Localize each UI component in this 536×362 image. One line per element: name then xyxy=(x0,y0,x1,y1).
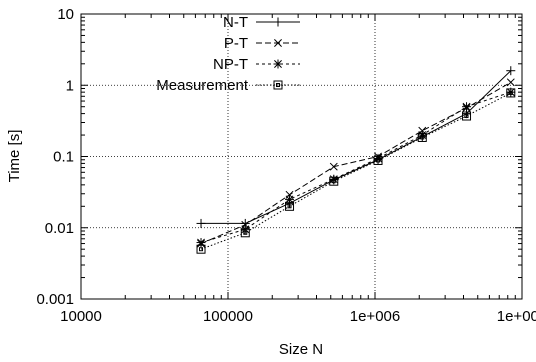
legend-label: N-T xyxy=(223,14,248,31)
data-point xyxy=(417,132,427,142)
data-point xyxy=(462,102,472,112)
legend-label: Measurement xyxy=(156,77,249,94)
y-tick-label: 1 xyxy=(66,77,74,94)
data-point xyxy=(329,176,339,186)
data-point xyxy=(417,130,427,140)
data-point xyxy=(285,201,295,211)
legend-label: P-T xyxy=(224,35,248,52)
series-group xyxy=(196,66,516,254)
series-line-np-t xyxy=(200,91,511,244)
data-point xyxy=(373,155,383,165)
series-line-measurement xyxy=(200,92,512,250)
legend-marker xyxy=(273,80,283,90)
x-tick-label: 1e+006 xyxy=(350,308,400,325)
x-tick-label: 1e+007 xyxy=(497,308,536,325)
legend: N-T P-T NP-T Measurement xyxy=(156,14,300,94)
axis-ticks: 10000 100000 1e+006 1e+007 0.001 0.01 0.1 1 10 xyxy=(36,6,536,325)
x-axis-label: Size N xyxy=(279,341,323,358)
data-point xyxy=(506,88,516,98)
legend-label: NP-T xyxy=(213,56,248,73)
legend-marker xyxy=(274,39,282,47)
data-point xyxy=(506,66,516,76)
y-tick-label: 10 xyxy=(57,6,74,23)
legend-marker xyxy=(273,59,283,69)
y-tick-label: 0.1 xyxy=(53,149,74,166)
y-tick-label: 0.01 xyxy=(45,220,74,237)
legend-marker xyxy=(273,17,283,27)
data-point xyxy=(329,162,338,171)
x-tick-label: 10000 xyxy=(60,308,102,325)
data-point xyxy=(196,244,206,254)
data-point xyxy=(240,224,250,234)
grid-lines xyxy=(81,14,522,299)
data-point xyxy=(196,218,206,228)
y-tick-label: 0.001 xyxy=(36,291,74,308)
x-tick-label: 100000 xyxy=(203,308,253,325)
data-point xyxy=(462,111,472,121)
y-axis-label: Time [s] xyxy=(6,130,23,183)
data-point xyxy=(506,78,515,87)
data-point xyxy=(240,228,250,238)
